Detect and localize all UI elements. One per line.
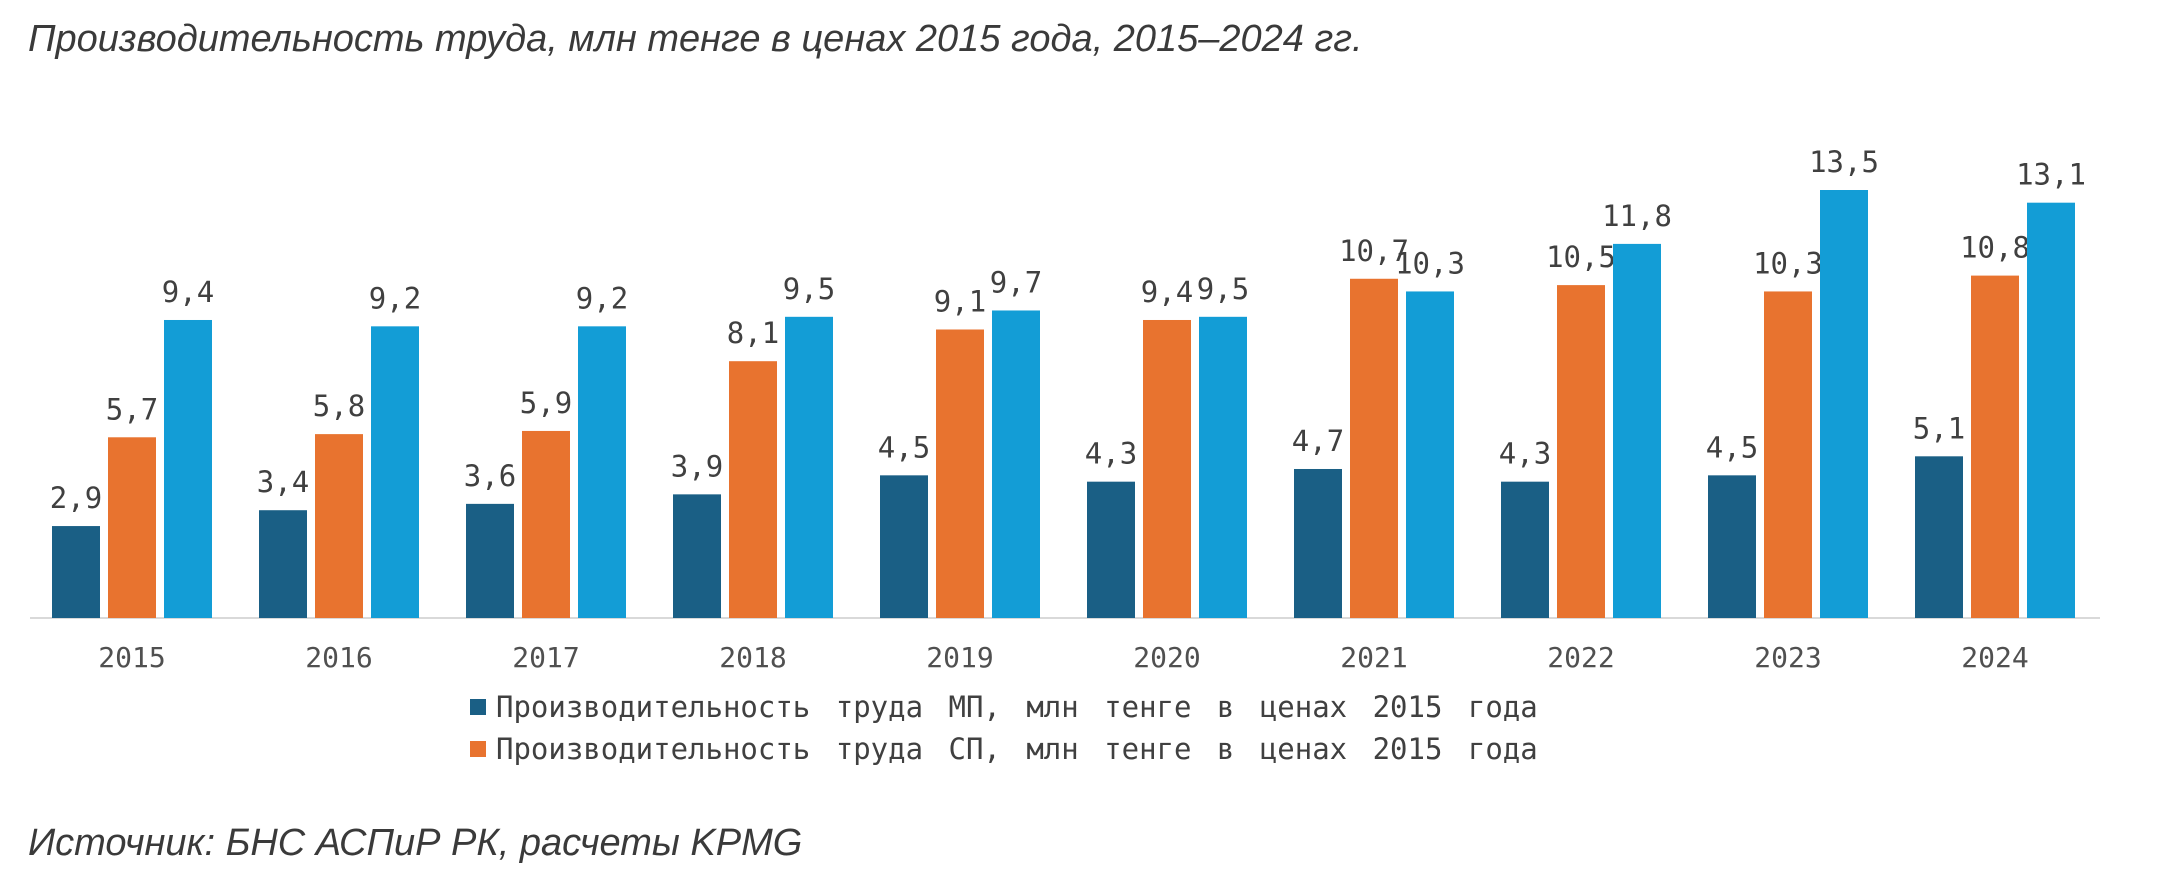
data-label-2015-s3: 9,4 bbox=[162, 275, 214, 309]
data-label-2021-s2: 10,7 bbox=[1339, 234, 1409, 268]
bar-2015-s3 bbox=[164, 319, 212, 618]
data-label-2016-s3: 9,2 bbox=[369, 281, 421, 315]
data-label-2024-s2: 10,8 bbox=[1960, 231, 2030, 265]
bar-2016-s1 bbox=[259, 510, 307, 618]
source-note: Источник: БНС АСПиР РК, расчеты KPMG bbox=[28, 822, 803, 864]
data-label-2022-s2: 10,5 bbox=[1546, 240, 1616, 274]
legend-item-mp: Производительность труда МП, млн тенге в… bbox=[470, 686, 1538, 728]
bar-2015-s1 bbox=[52, 526, 100, 618]
data-label-2019-s1: 4,5 bbox=[878, 430, 930, 464]
x-tick-2022: 2022 bbox=[1547, 641, 1614, 674]
data-label-2018-s1: 3,9 bbox=[671, 449, 723, 483]
bar-chart: 2,9 5,7 9,4 2015 3,4 5,8 9,2 2016 3,6 5,9 9,2 2017 3… bbox=[30, 145, 2100, 674]
bar-2017-s3 bbox=[578, 326, 626, 618]
data-label-2023-s3: 13,5 bbox=[1809, 145, 1879, 179]
bar-2021-s1 bbox=[1294, 468, 1342, 618]
legend-label-sp: Производительность труда СП, млн тенге в… bbox=[496, 732, 1538, 766]
data-label-2024-s3: 13,1 bbox=[2016, 158, 2086, 192]
data-label-2020-s3: 9,5 bbox=[1197, 272, 1249, 306]
bar-2019-s1 bbox=[880, 475, 928, 618]
bar-2024-s1 bbox=[1915, 456, 1963, 618]
bar-2018-s2 bbox=[729, 361, 777, 618]
bar-2019-s3 bbox=[992, 310, 1040, 618]
x-tick-2016: 2016 bbox=[305, 641, 372, 674]
bar-2020-s3 bbox=[1199, 316, 1247, 618]
data-label-2023-s2: 10,3 bbox=[1753, 246, 1823, 280]
data-label-2015-s2: 5,7 bbox=[106, 392, 158, 426]
data-label-2020-s2: 9,4 bbox=[1141, 275, 1193, 309]
bar-2020-s2 bbox=[1143, 319, 1191, 618]
data-label-2024-s1: 5,1 bbox=[1913, 411, 1965, 445]
legend-item-sp: Производительность труда СП, млн тенге в… bbox=[470, 728, 1538, 770]
data-label-2022-s3: 11,8 bbox=[1602, 199, 1672, 233]
bar-2016-s3 bbox=[371, 326, 419, 618]
data-label-2021-s3: 10,3 bbox=[1395, 246, 1465, 280]
data-label-2023-s1: 4,5 bbox=[1706, 430, 1758, 464]
x-tick-2018: 2018 bbox=[719, 641, 786, 674]
bar-2023-s2 bbox=[1764, 291, 1812, 618]
bar-2019-s2 bbox=[936, 329, 984, 618]
bar-2024-s2 bbox=[1971, 275, 2019, 618]
bar-2022-s1 bbox=[1501, 481, 1549, 618]
data-label-2017-s3: 9,2 bbox=[576, 281, 628, 315]
data-label-2018-s2: 8,1 bbox=[727, 316, 779, 350]
data-label-2019-s2: 9,1 bbox=[934, 284, 986, 318]
x-tick-2021: 2021 bbox=[1340, 641, 1407, 674]
bar-2017-s1 bbox=[466, 503, 514, 618]
bar-2024-s3 bbox=[2027, 202, 2075, 618]
x-tick-2024: 2024 bbox=[1961, 641, 2028, 674]
chart-title: Производительность труда, млн тенге в це… bbox=[28, 18, 1363, 60]
legend: Производительность труда МП, млн тенге в… bbox=[470, 686, 1538, 770]
data-label-2015-s1: 2,9 bbox=[50, 481, 102, 515]
legend-swatch-sp bbox=[470, 741, 486, 757]
data-label-2021-s1: 4,7 bbox=[1292, 424, 1344, 458]
data-label-2017-s1: 3,6 bbox=[464, 459, 516, 493]
data-label-2022-s1: 4,3 bbox=[1499, 437, 1551, 471]
bar-2022-s2 bbox=[1557, 285, 1605, 618]
data-label-2019-s3: 9,7 bbox=[990, 265, 1042, 299]
bar-2018-s3 bbox=[785, 316, 833, 618]
bar-2017-s2 bbox=[522, 430, 570, 618]
bar-2021-s2 bbox=[1350, 278, 1398, 618]
data-label-2016-s2: 5,8 bbox=[313, 389, 365, 423]
x-tick-2023: 2023 bbox=[1754, 641, 1821, 674]
data-label-2016-s1: 3,4 bbox=[257, 465, 309, 499]
bar-2018-s1 bbox=[673, 494, 721, 618]
bar-2023-s3 bbox=[1820, 190, 1868, 618]
legend-label-mp: Производительность труда МП, млн тенге в… bbox=[496, 690, 1538, 724]
x-tick-2015: 2015 bbox=[98, 641, 165, 674]
bar-2021-s3 bbox=[1406, 291, 1454, 618]
x-tick-2017: 2017 bbox=[512, 641, 579, 674]
data-label-2017-s2: 5,9 bbox=[520, 386, 572, 420]
data-label-2018-s3: 9,5 bbox=[783, 272, 835, 306]
bar-2016-s2 bbox=[315, 434, 363, 618]
data-label-2020-s1: 4,3 bbox=[1085, 437, 1137, 471]
bar-2015-s2 bbox=[108, 437, 156, 618]
bar-2020-s1 bbox=[1087, 481, 1135, 618]
x-tick-2020: 2020 bbox=[1133, 641, 1200, 674]
bar-2022-s3 bbox=[1613, 243, 1661, 618]
bar-2023-s1 bbox=[1708, 475, 1756, 618]
legend-swatch-mp bbox=[470, 699, 486, 715]
x-tick-2019: 2019 bbox=[926, 641, 993, 674]
